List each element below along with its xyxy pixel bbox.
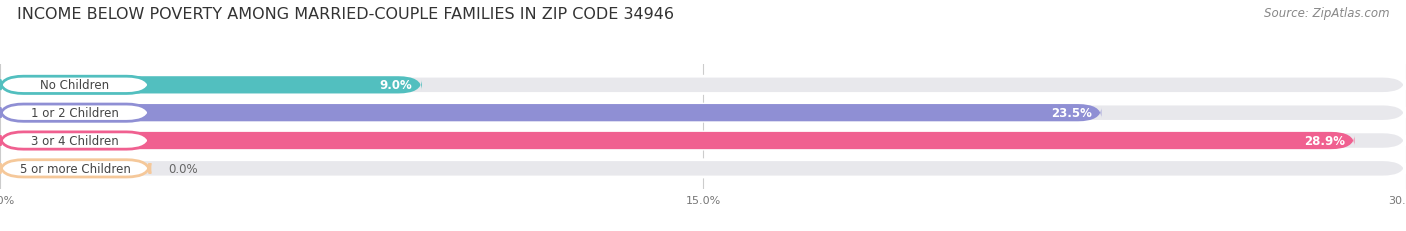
Text: 1 or 2 Children: 1 or 2 Children [31,107,120,120]
FancyBboxPatch shape [0,77,150,94]
FancyBboxPatch shape [0,77,422,94]
Text: 9.0%: 9.0% [380,79,412,92]
FancyBboxPatch shape [0,132,150,149]
FancyBboxPatch shape [0,160,150,177]
FancyBboxPatch shape [0,105,1101,122]
Text: INCOME BELOW POVERTY AMONG MARRIED-COUPLE FAMILIES IN ZIP CODE 34946: INCOME BELOW POVERTY AMONG MARRIED-COUPL… [17,7,673,22]
FancyBboxPatch shape [0,77,1406,94]
Text: No Children: No Children [41,79,110,92]
FancyBboxPatch shape [0,105,1406,122]
Text: 5 or more Children: 5 or more Children [20,162,131,175]
Text: 3 or 4 Children: 3 or 4 Children [31,134,120,147]
FancyBboxPatch shape [0,160,1406,177]
FancyBboxPatch shape [0,132,1354,149]
FancyBboxPatch shape [0,105,150,122]
Text: 28.9%: 28.9% [1305,134,1346,147]
Text: 0.0%: 0.0% [169,162,198,175]
Text: Source: ZipAtlas.com: Source: ZipAtlas.com [1264,7,1389,20]
Text: 23.5%: 23.5% [1052,107,1092,120]
FancyBboxPatch shape [0,132,1406,149]
